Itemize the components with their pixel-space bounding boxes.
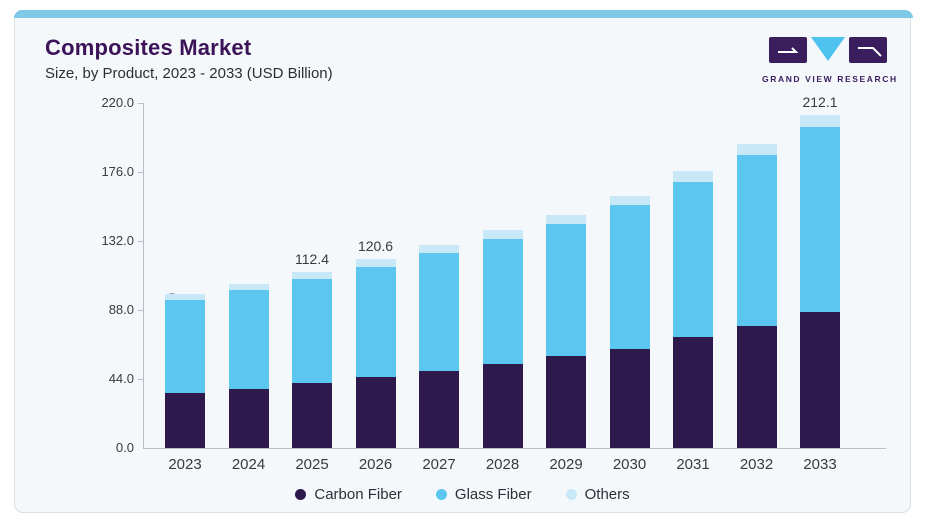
bar-segment-carbon-fiber-2030: [609, 348, 650, 448]
legend-label-glass-fiber: Glass Fiber: [454, 486, 532, 503]
bar-segment-others-2023: [165, 294, 205, 300]
x-axis-label-2029: 2029: [549, 456, 583, 473]
bar-value-label-2025: 112.4: [295, 250, 329, 267]
bar-segment-glass-fiber-2024: [228, 289, 269, 390]
bar-segment-glass-fiber-2028: [482, 238, 523, 364]
bar-2024: 2024: [228, 283, 269, 473]
gvr-logo-text: GRAND VIEW RESEARCH: [762, 74, 898, 84]
bar-segment-glass-fiber-2030: [609, 205, 650, 349]
y-tick-mark: [138, 102, 144, 104]
bar-segment-carbon-fiber-2027: [419, 371, 459, 448]
bar-segment-carbon-fiber-2025: [292, 383, 332, 448]
bar-segment-glass-fiber-2027: [419, 253, 459, 372]
bar-segment-carbon-fiber-2032: [736, 325, 777, 448]
bar-segment-glass-fiber-2033: [800, 126, 840, 313]
x-axis-label-2031: 2031: [676, 456, 710, 473]
y-tick-mark: [138, 171, 144, 173]
bar-2028: 2028: [482, 229, 523, 473]
legend: Carbon Fiber Glass Fiber Others: [15, 486, 910, 503]
x-axis-label-2023: 2023: [168, 456, 202, 473]
plot-area: Market Size (USD Billion) 20232024112.42…: [101, 94, 886, 473]
y-tick-label: 132.0: [101, 233, 134, 248]
x-axis-label-2025: 2025: [295, 456, 329, 473]
y-tick-label: 176.0: [101, 164, 134, 179]
y-tick-label: 88.0: [108, 302, 134, 317]
bar-2033: 212.1 2033: [800, 94, 840, 473]
legend-dot-carbon-fiber: [295, 489, 307, 500]
x-axis-label-2024: 2024: [231, 456, 266, 473]
gvr-logo-mark: [769, 37, 887, 63]
legend-dot-glass-fiber: [435, 489, 447, 500]
bar-2029: 2029: [546, 214, 586, 473]
bar-segment-others-2033: [800, 115, 840, 127]
bar-segment-others-2031: [673, 171, 713, 182]
bar-segment-others-2026: [355, 258, 396, 267]
bar-segment-others-2028: [482, 229, 523, 239]
legend-item-glass-fiber: Glass Fiber: [435, 486, 532, 503]
bar-2030: 2030: [609, 195, 650, 473]
legend-label-others: Others: [584, 486, 630, 503]
bar-segment-others-2029: [546, 214, 586, 224]
bar-segment-carbon-fiber-2023: [165, 393, 205, 448]
bar-segment-others-2025: [292, 271, 332, 279]
bar-value-label-2033: 212.1: [802, 94, 838, 111]
bar-2023: 2023: [165, 294, 205, 473]
x-axis-label-2028: 2028: [485, 456, 520, 473]
x-axis-label-2030: 2030: [612, 456, 647, 473]
card-accent-strip: [14, 10, 913, 18]
bar-segment-glass-fiber-2032: [736, 155, 777, 326]
bar-segment-carbon-fiber-2026: [355, 377, 396, 448]
chart-header: Composites Market Size, by Product, 2023…: [45, 35, 898, 84]
bar-segment-glass-fiber-2026: [355, 266, 396, 378]
bar-segment-others-2027: [419, 245, 459, 254]
x-axis-label-2026: 2026: [358, 456, 393, 473]
bar-segment-glass-fiber-2029: [546, 223, 586, 357]
chart-title: Composites Market: [45, 35, 252, 60]
bar-segment-carbon-fiber-2033: [800, 312, 840, 448]
bar-segment-glass-fiber-2031: [673, 181, 713, 337]
legend-item-others: Others: [565, 486, 630, 503]
bar-2026: 120.6 2026: [355, 238, 396, 473]
chart-subtitle: Size, by Product, 2023 - 2033 (USD Billi…: [45, 65, 333, 82]
bar-2032: 2032: [736, 144, 777, 473]
y-tick-mark: [138, 378, 144, 380]
bar-value-label-2026: 120.6: [357, 237, 394, 254]
bar-segment-glass-fiber-2023: [165, 299, 205, 394]
y-tick-label: 220.0: [101, 95, 134, 110]
bar-2025: 112.4 2025: [292, 251, 332, 473]
bar-2031: 2031: [673, 171, 713, 473]
bar-segment-carbon-fiber-2029: [546, 356, 586, 448]
legend-dot-others: [565, 489, 577, 500]
gvr-logo: GRAND VIEW RESEARCH: [762, 35, 898, 84]
bar-segment-glass-fiber-2025: [292, 278, 332, 384]
y-tick-label: 0.0: [115, 440, 134, 455]
bar-segment-others-2024: [228, 283, 269, 290]
bar-segment-others-2030: [609, 195, 650, 206]
x-axis-label-2032: 2032: [739, 456, 774, 473]
bar-segment-carbon-fiber-2024: [228, 389, 269, 448]
bar-segment-carbon-fiber-2028: [482, 363, 523, 448]
bar-2027: 2027: [419, 245, 459, 473]
x-axis-label-2027: 2027: [422, 456, 456, 473]
chart-card: Composites Market Size, by Product, 2023…: [14, 10, 913, 513]
y-tick-label: 44.0: [108, 371, 134, 386]
y-tick-mark: [138, 240, 144, 242]
bar-segment-carbon-fiber-2031: [673, 336, 713, 448]
legend-label-carbon-fiber: Carbon Fiber: [314, 486, 402, 503]
bars-container: 2023 2024 112.4 2025 120.6 2026 2027 2028 2029 20…: [144, 94, 886, 473]
bar-segment-others-2032: [736, 144, 777, 156]
x-axis-label-2033: 2033: [803, 456, 837, 473]
y-tick-mark: [138, 309, 144, 311]
legend-item-carbon-fiber: Carbon Fiber: [295, 486, 402, 503]
